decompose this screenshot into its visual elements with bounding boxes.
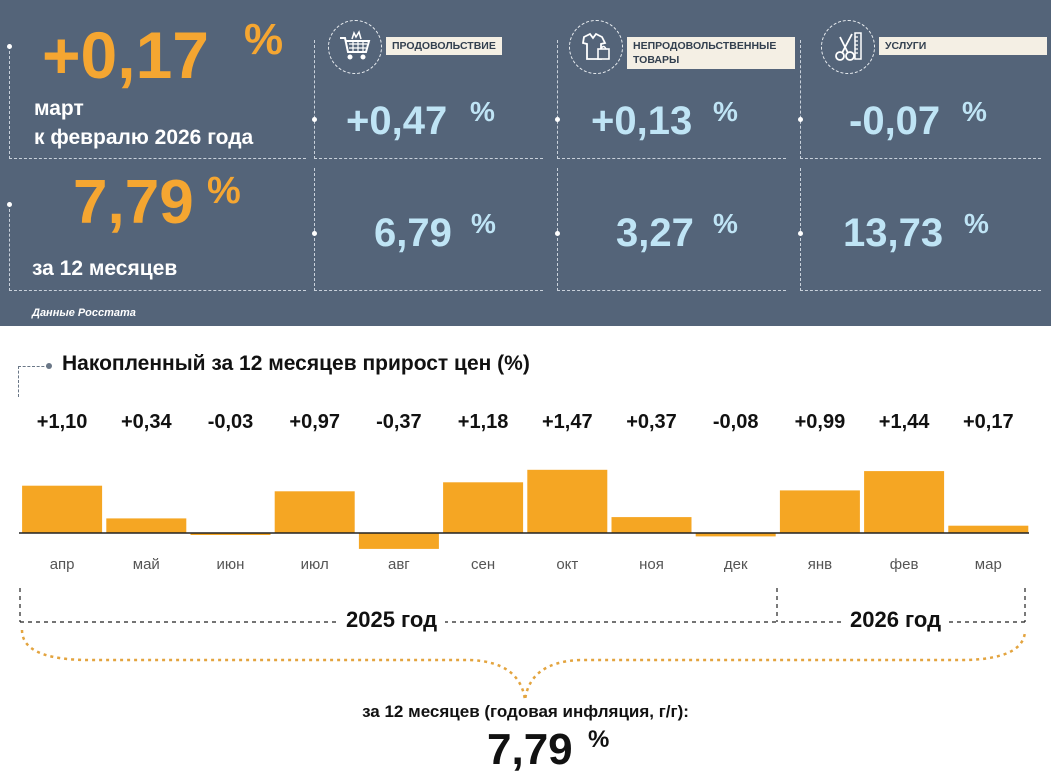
food-annual-percent-sign: %	[471, 208, 496, 239]
services-annual-frame	[800, 168, 1041, 291]
bar-сен	[443, 482, 524, 533]
annual-box-dot	[7, 202, 12, 207]
shopping-basket-icon	[328, 20, 382, 74]
month-label-окт: окт	[556, 556, 578, 573]
services-annual-percent-sign: %	[964, 208, 989, 239]
monthly-box-frame	[9, 46, 306, 159]
summary-panel: +0,17 % март к февралю 2026 года 7,79 % …	[0, 0, 1051, 326]
food-monthly-frame	[314, 40, 543, 159]
services-category-label: УСЛУГИ	[879, 37, 1047, 55]
food-annual-frame	[314, 168, 543, 291]
bar-июл	[274, 491, 355, 533]
value-label-фев: +1,44	[879, 411, 930, 433]
bar-ноя	[611, 517, 692, 533]
month-label-дек: дек	[724, 556, 748, 573]
bar-июн	[190, 533, 271, 535]
annual-box-frame	[9, 204, 306, 291]
bar-авг	[358, 533, 439, 549]
title-leader-dot	[46, 363, 52, 369]
services-monthly-value: -0,07	[849, 99, 941, 143]
monthly-caption-line1: март	[34, 97, 84, 120]
monthly-caption-line2: к февралю 2026 года	[34, 126, 254, 149]
value-label-июл: +0,97	[289, 411, 340, 433]
value-label-июн: -0,03	[208, 411, 254, 433]
value-label-сен: +1,18	[458, 411, 509, 433]
month-label-май: май	[133, 556, 160, 573]
bar-фев	[864, 471, 945, 533]
monthly-change-percent-sign: %	[244, 15, 284, 64]
nonfood-annual-percent-sign: %	[713, 208, 738, 239]
month-label-июл: июл	[301, 556, 329, 573]
nonfood-category-label: НЕПРОДОВОЛЬСТВЕННЫЕ ТОВАРЫ	[627, 37, 795, 69]
food-category-label: ПРОДОВОЛЬСТВИЕ	[386, 37, 502, 55]
annual-summary-label: за 12 месяцев (годовая инфляция, г/г):	[362, 702, 689, 721]
value-label-мар: +0,17	[963, 411, 1014, 433]
food-monthly-dot	[312, 117, 317, 122]
month-label-ноя: ноя	[639, 556, 664, 573]
food-annual-value: 6,79	[374, 211, 452, 255]
month-label-мар: мар	[975, 556, 1002, 573]
value-label-окт: +1,47	[542, 411, 593, 433]
bar-мар	[948, 525, 1029, 533]
services-annual-dot	[798, 231, 803, 236]
food-monthly-percent-sign: %	[470, 96, 495, 127]
shirt-and-bag-icon	[569, 20, 623, 74]
bar-апр	[22, 485, 103, 533]
annual-inflation-value: 7,79	[73, 168, 194, 237]
bar-окт	[527, 469, 608, 533]
nonfood-monthly-frame	[557, 40, 786, 159]
nonfood-annual-value: 3,27	[616, 211, 694, 255]
nonfood-annual-frame	[557, 168, 786, 291]
annual-summary-percent-sign: %	[588, 726, 610, 753]
nonfood-annual-dot	[555, 231, 560, 236]
value-label-ноя: +0,37	[626, 411, 677, 433]
data-source-note: Данные Росстата	[32, 307, 136, 319]
chart-title: Накопленный за 12 месяцев прирост цен (%…	[62, 352, 530, 375]
nonfood-monthly-percent-sign: %	[713, 96, 738, 127]
value-label-дек: -0,08	[713, 411, 759, 433]
value-label-янв: +0,99	[795, 411, 846, 433]
bar-дек	[695, 533, 776, 537]
monthly-change-value: +0,17	[42, 18, 209, 92]
value-label-авг: -0,37	[376, 411, 422, 433]
month-label-апр: апр	[50, 556, 75, 573]
month-label-фев: фев	[890, 556, 919, 573]
month-label-сен: сен	[471, 556, 495, 573]
month-label-июн: июн	[217, 556, 245, 573]
services-monthly-frame	[800, 40, 1041, 159]
nonfood-monthly-dot	[555, 117, 560, 122]
scissors-and-comb-icon	[821, 20, 875, 74]
annual-caption: за 12 месяцев	[32, 257, 178, 280]
year-2025-label: 2025 год	[338, 607, 446, 633]
annual-inflation-percent-sign: %	[207, 170, 241, 212]
value-label-апр: +1,10	[37, 411, 88, 433]
annual-summary-value: 7,79	[487, 725, 573, 774]
title-leader-line	[18, 366, 49, 397]
bar-май	[106, 518, 187, 533]
nonfood-monthly-value: +0,13	[591, 99, 693, 143]
monthly-box-dot	[7, 44, 12, 49]
value-label-май: +0,34	[121, 411, 172, 433]
annual-curly-brace	[20, 629, 1027, 701]
month-label-янв: янв	[808, 556, 832, 573]
food-annual-dot	[312, 231, 317, 236]
services-annual-value: 13,73	[843, 211, 944, 255]
services-monthly-percent-sign: %	[962, 96, 987, 127]
bar-янв	[779, 490, 860, 533]
month-label-авг: авг	[388, 556, 410, 573]
services-monthly-dot	[798, 117, 803, 122]
year-2026-label: 2026 год	[842, 607, 950, 633]
food-monthly-value: +0,47	[346, 99, 448, 143]
